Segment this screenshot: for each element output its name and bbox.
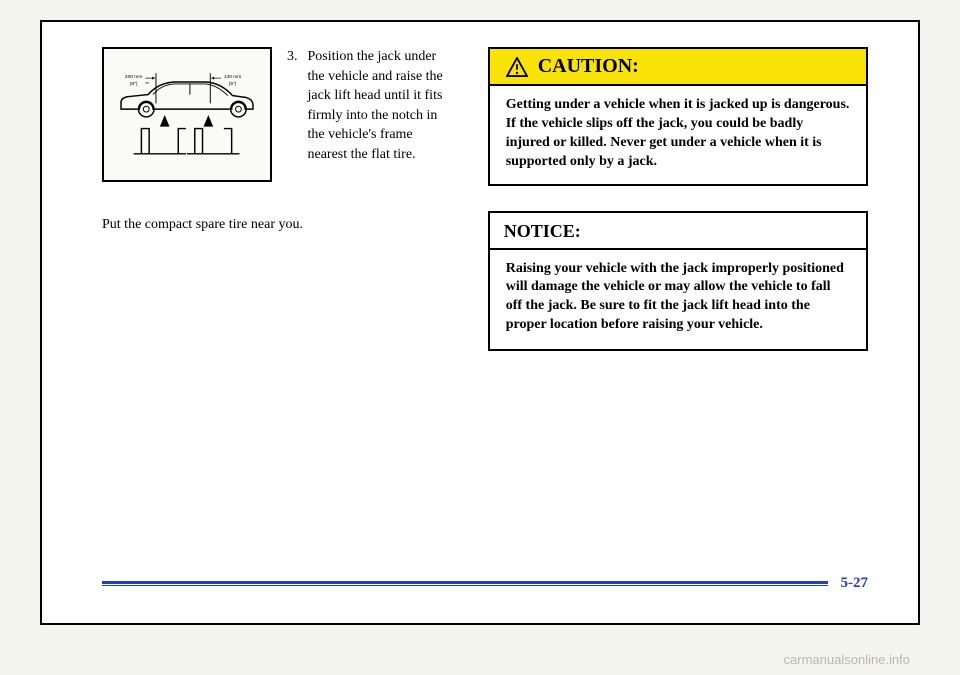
notice-title: NOTICE:: [490, 213, 866, 248]
footer-line-thin: [102, 585, 828, 586]
left-column: 200 mm (8") 130 mm (5"): [102, 47, 448, 351]
jack-position-diagram: 200 mm (8") 130 mm (5"): [102, 47, 272, 182]
left-dim-top: 200 mm: [125, 74, 142, 80]
right-dim-bot: (5"): [229, 81, 237, 87]
spare-tire-instruction: Put the compact spare tire near you.: [102, 217, 448, 233]
caution-box: CAUTION: Getting under a vehicle when it…: [488, 47, 868, 186]
watermark: carmanualsonline.info: [784, 652, 910, 667]
step-row: 200 mm (8") 130 mm (5"): [102, 47, 448, 182]
caution-body: Getting under a vehicle when it is jacke…: [490, 84, 866, 184]
left-dim-bot: (8"): [130, 81, 138, 87]
caution-title: CAUTION:: [538, 55, 639, 78]
notice-box: NOTICE: Raising your vehicle with the ja…: [488, 211, 868, 352]
right-dim-top: 130 mm: [224, 74, 242, 80]
step-3: 3. Position the jack under the vehicle a…: [287, 47, 448, 165]
content-columns: 200 mm (8") 130 mm (5"): [102, 47, 868, 351]
notice-body: Raising your vehicle with the jack impro…: [490, 248, 866, 350]
manual-page: 200 mm (8") 130 mm (5"): [40, 20, 920, 625]
page-number: 5-27: [833, 575, 869, 592]
step-number: 3.: [287, 47, 298, 165]
footer-rule: 5-27: [102, 581, 868, 585]
footer-line-thick: [102, 581, 828, 584]
car-svg: 200 mm (8") 130 mm (5"): [104, 49, 270, 180]
warning-icon: [506, 57, 528, 77]
caution-header: CAUTION:: [490, 49, 866, 84]
right-column: CAUTION: Getting under a vehicle when it…: [488, 47, 868, 351]
step-body: Position the jack under the vehicle and …: [308, 47, 448, 165]
